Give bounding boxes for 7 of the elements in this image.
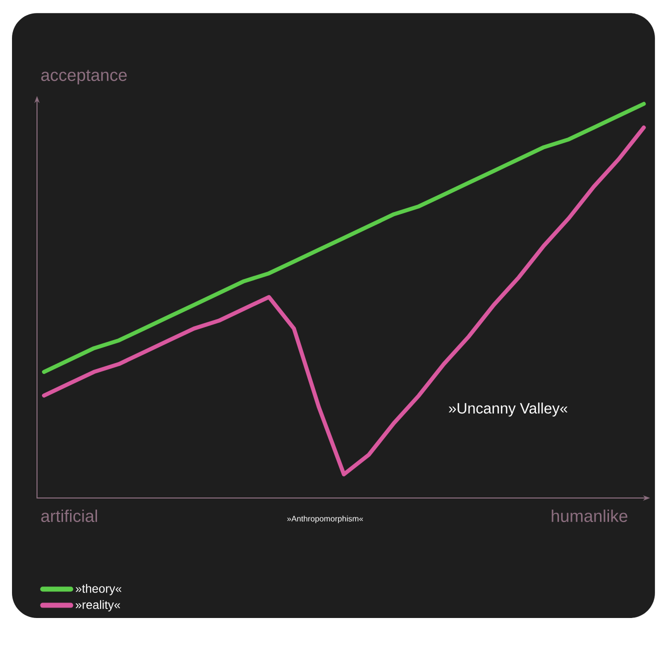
legend-label: »theory« [76,584,122,596]
legend-label: »reality« [76,600,120,612]
y-axis-title: acceptance [41,70,127,84]
text: humanlike [552,510,628,522]
annotation: »Uncanny Valley« [448,402,568,417]
x-axis-title: »Anthropomorphism« [287,516,364,524]
text: artificial [41,510,98,522]
